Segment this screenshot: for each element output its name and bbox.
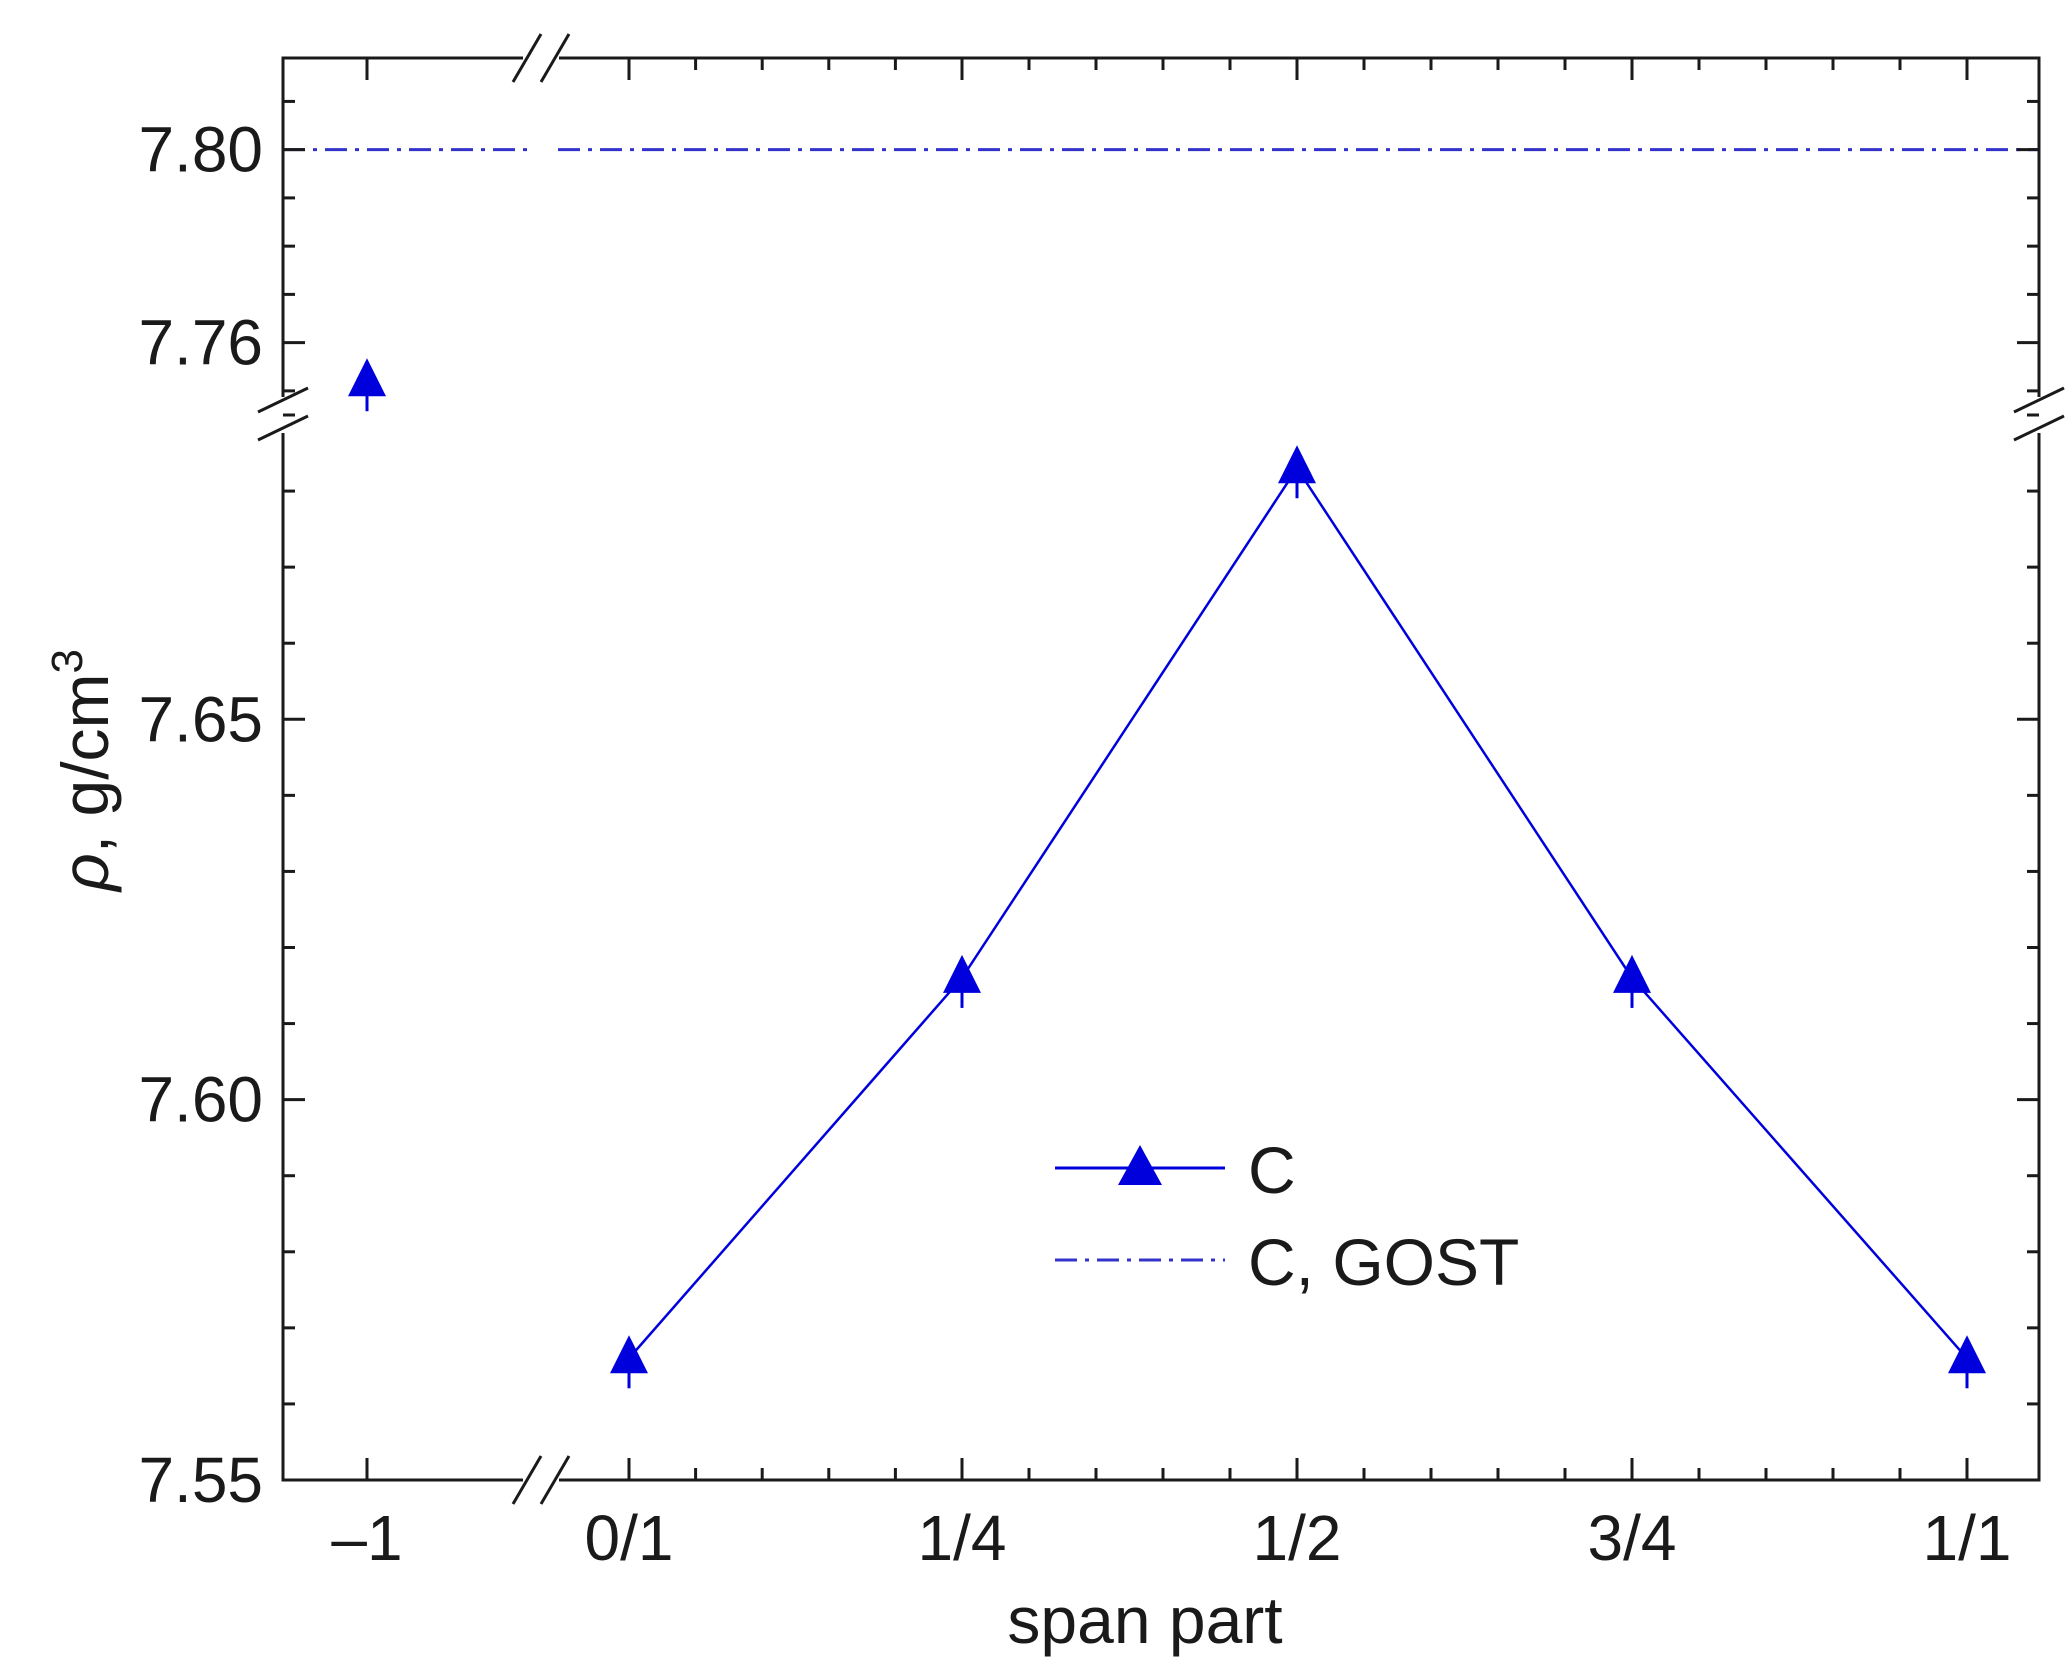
- legend-entry-c: C: [1055, 1133, 1296, 1207]
- series-c-markers: [348, 358, 1986, 1389]
- legend-c-label: C: [1248, 1133, 1296, 1207]
- data-point-marker: [1948, 1335, 1986, 1374]
- top-axis-break-mark: [511, 33, 571, 83]
- data-point-marker: [610, 1335, 648, 1374]
- x-axis-title: span part: [1007, 1583, 1282, 1657]
- legend-entry-gost: C, GOST: [1055, 1225, 1519, 1299]
- x-tick-label: 1/4: [918, 1502, 1007, 1574]
- y-axis-ticks: 7.55 7.60 7.65 7.76 7.80: [138, 99, 2039, 1516]
- bottom-axis-break-gap: [523, 1472, 559, 1488]
- y-tick-label: 7.80: [138, 114, 263, 186]
- bottom-axis-break-mark: [511, 1455, 571, 1505]
- y-tick-label: 7.55: [138, 1444, 263, 1516]
- y-axis-title-symbol: ρ: [48, 853, 122, 893]
- x-tick-label: –1: [331, 1502, 402, 1574]
- x-tick-label: 1/1: [1923, 1502, 2012, 1574]
- left-axis-break-mark: [257, 386, 309, 442]
- legend-gost-label: C, GOST: [1248, 1225, 1519, 1299]
- data-point-marker: [1613, 954, 1651, 993]
- plot-area-border: [281, 56, 2041, 1482]
- data-point-marker: [1278, 445, 1316, 484]
- legend-c-marker: [1118, 1145, 1162, 1185]
- y-axis-title-exponent: 3: [43, 649, 92, 673]
- right-axis-break-mark: [2013, 386, 2065, 442]
- x-tick-label: 1/2: [1253, 1502, 1342, 1574]
- y-tick-label: 7.65: [138, 683, 263, 755]
- x-axis-ticks: –1 0/1 1/4 1/2 3/4 1/1: [331, 58, 2011, 1574]
- y-tick-label: 7.76: [138, 307, 263, 379]
- data-point-marker: [943, 954, 981, 993]
- top-axis-break-gap: [523, 50, 559, 66]
- legend: C C, GOST: [1055, 1133, 1519, 1299]
- data-point-marker: [348, 358, 386, 397]
- y-axis-title-unit: , g/cm: [48, 673, 122, 853]
- y-axis-title: ρ, g/cm3: [43, 649, 122, 893]
- x-tick-label: 0/1: [585, 1502, 674, 1574]
- plot-frame: [257, 33, 2065, 1505]
- x-tick-label: 3/4: [1588, 1502, 1677, 1574]
- y-tick-label: 7.60: [138, 1064, 263, 1136]
